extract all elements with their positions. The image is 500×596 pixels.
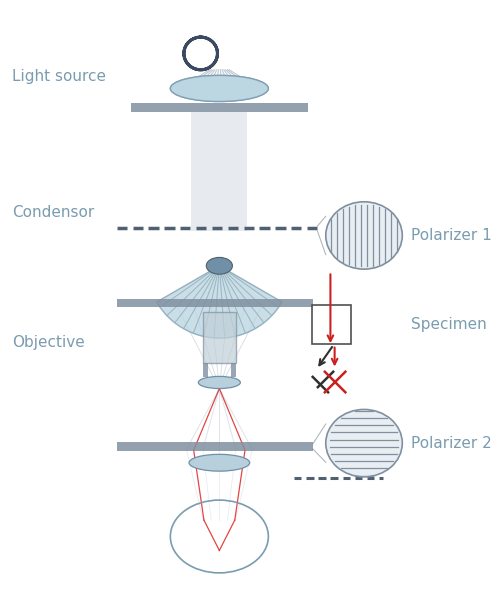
Text: Specimen: Specimen <box>410 316 486 331</box>
Ellipse shape <box>326 202 402 269</box>
Ellipse shape <box>189 454 250 471</box>
Bar <box>116 442 312 451</box>
Bar <box>192 112 248 231</box>
Ellipse shape <box>198 377 240 389</box>
Bar <box>203 363 207 377</box>
Text: Light source: Light source <box>12 69 106 84</box>
Polygon shape <box>156 266 282 338</box>
Text: Polarizer 2: Polarizer 2 <box>410 436 492 451</box>
Bar <box>116 299 312 308</box>
Text: Objective: Objective <box>12 336 85 350</box>
Ellipse shape <box>170 75 268 101</box>
Bar <box>130 103 308 112</box>
Bar <box>203 312 235 363</box>
Bar <box>312 305 351 344</box>
Ellipse shape <box>206 257 233 274</box>
Text: Polarizer 1: Polarizer 1 <box>410 228 492 243</box>
Text: Condensor: Condensor <box>12 204 94 220</box>
Ellipse shape <box>170 75 268 101</box>
Bar <box>231 363 235 377</box>
Ellipse shape <box>326 409 402 477</box>
